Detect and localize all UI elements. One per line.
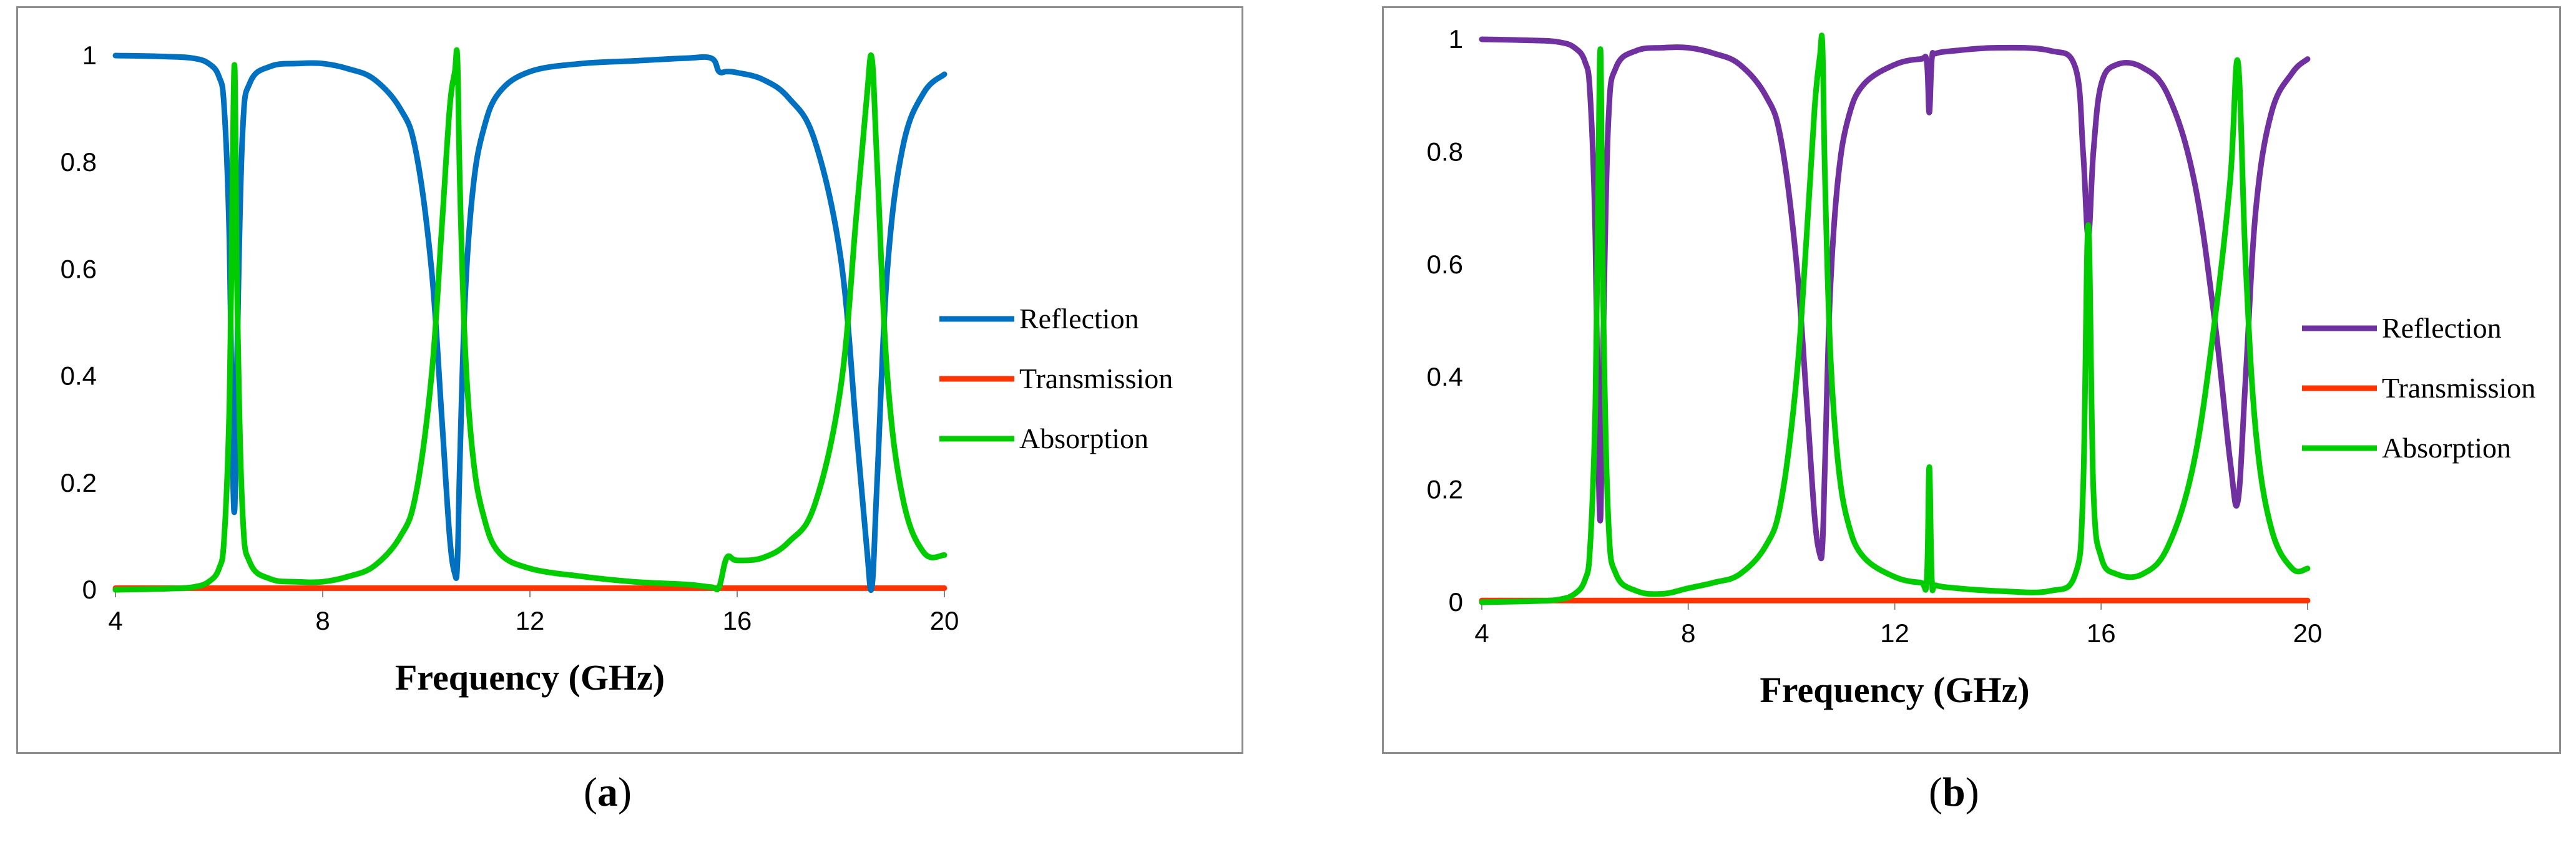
chart-a-y-tick: 0.6	[61, 254, 97, 283]
chart-a-x-tick: 20	[930, 606, 959, 635]
chart-a-series-absorption-line	[112, 47, 948, 593]
chart-b-legend-label-reflection: Reflection	[2382, 312, 2502, 344]
chart-b-y-tick: 0	[1449, 587, 1463, 617]
chart-a-frame: 0 0.2 0.4 0.6 0.8 1 4 8 12 16 20 Frequency (GHz) Ref…	[16, 6, 1243, 754]
chart-b-x-tick: 8	[1681, 618, 1695, 648]
caption-a: (a)	[584, 770, 632, 815]
chart-a-x-tick: 4	[108, 606, 122, 635]
chart-a-x-tick: 16	[723, 606, 752, 635]
chart-b-x-tick: 20	[2293, 618, 2323, 648]
chart-b-x-tick: 4	[1474, 618, 1489, 648]
chart-a-x-axis-label: Frequency (GHz)	[395, 657, 665, 698]
chart-b-legend-label-absorption: Absorption	[2382, 432, 2511, 464]
chart-b-frame: 0 0.2 0.4 0.6 0.8 1 4 8 12 16 20 Frequency (GHz) Ref…	[1382, 6, 2561, 754]
chart-b-y-tick: 0.8	[1427, 137, 1463, 166]
chart-a-y-tick: 1	[82, 41, 97, 70]
chart-b-y-tick: 0.6	[1427, 250, 1463, 279]
caption-b: (b)	[1929, 770, 1979, 815]
chart-a-legend-label-absorption: Absorption	[1019, 423, 1148, 454]
chart-b-legend-label-transmission: Transmission	[2382, 372, 2535, 404]
chart-b-x-tick: 16	[2087, 618, 2116, 648]
chart-b-y-tick: 0.2	[1427, 475, 1463, 504]
chart-a-x-tick: 8	[315, 606, 330, 635]
chart-b-y-tick: 1	[1449, 24, 1463, 54]
chart-a-series-reflection-line	[112, 52, 948, 594]
chart-b-y-tick: 0.4	[1427, 362, 1463, 391]
chart-b-series-absorption-line	[1479, 32, 2311, 605]
chart-a-y-tick: 0.2	[61, 468, 97, 497]
chart-a-legend-label-transmission: Transmission	[1019, 363, 1173, 394]
chart-a-y-tick: 0	[82, 575, 97, 604]
caption-b-letter: b	[1942, 770, 1966, 815]
chart-b-x-tick: 12	[1880, 618, 1909, 648]
chart-a-legend-label-reflection: Reflection	[1019, 303, 1139, 335]
chart-b-series-reflection-line	[1479, 36, 2311, 562]
chart-a-x-tick: 12	[516, 606, 545, 635]
chart-a-y-tick: 0.8	[61, 147, 97, 177]
chart-a-y-tick: 0.4	[61, 361, 97, 391]
caption-a-letter: a	[597, 770, 618, 815]
chart-b-x-axis-label: Frequency (GHz)	[1760, 670, 2029, 710]
chart-a-plot: 0 0.2 0.4 0.6 0.8 1 4 8 12 16 20 Frequency (GHz) Ref…	[61, 41, 1173, 698]
chart-b-plot: 0 0.2 0.4 0.6 0.8 1 4 8 12 16 20 Frequency (GHz) Ref…	[1427, 24, 2536, 710]
